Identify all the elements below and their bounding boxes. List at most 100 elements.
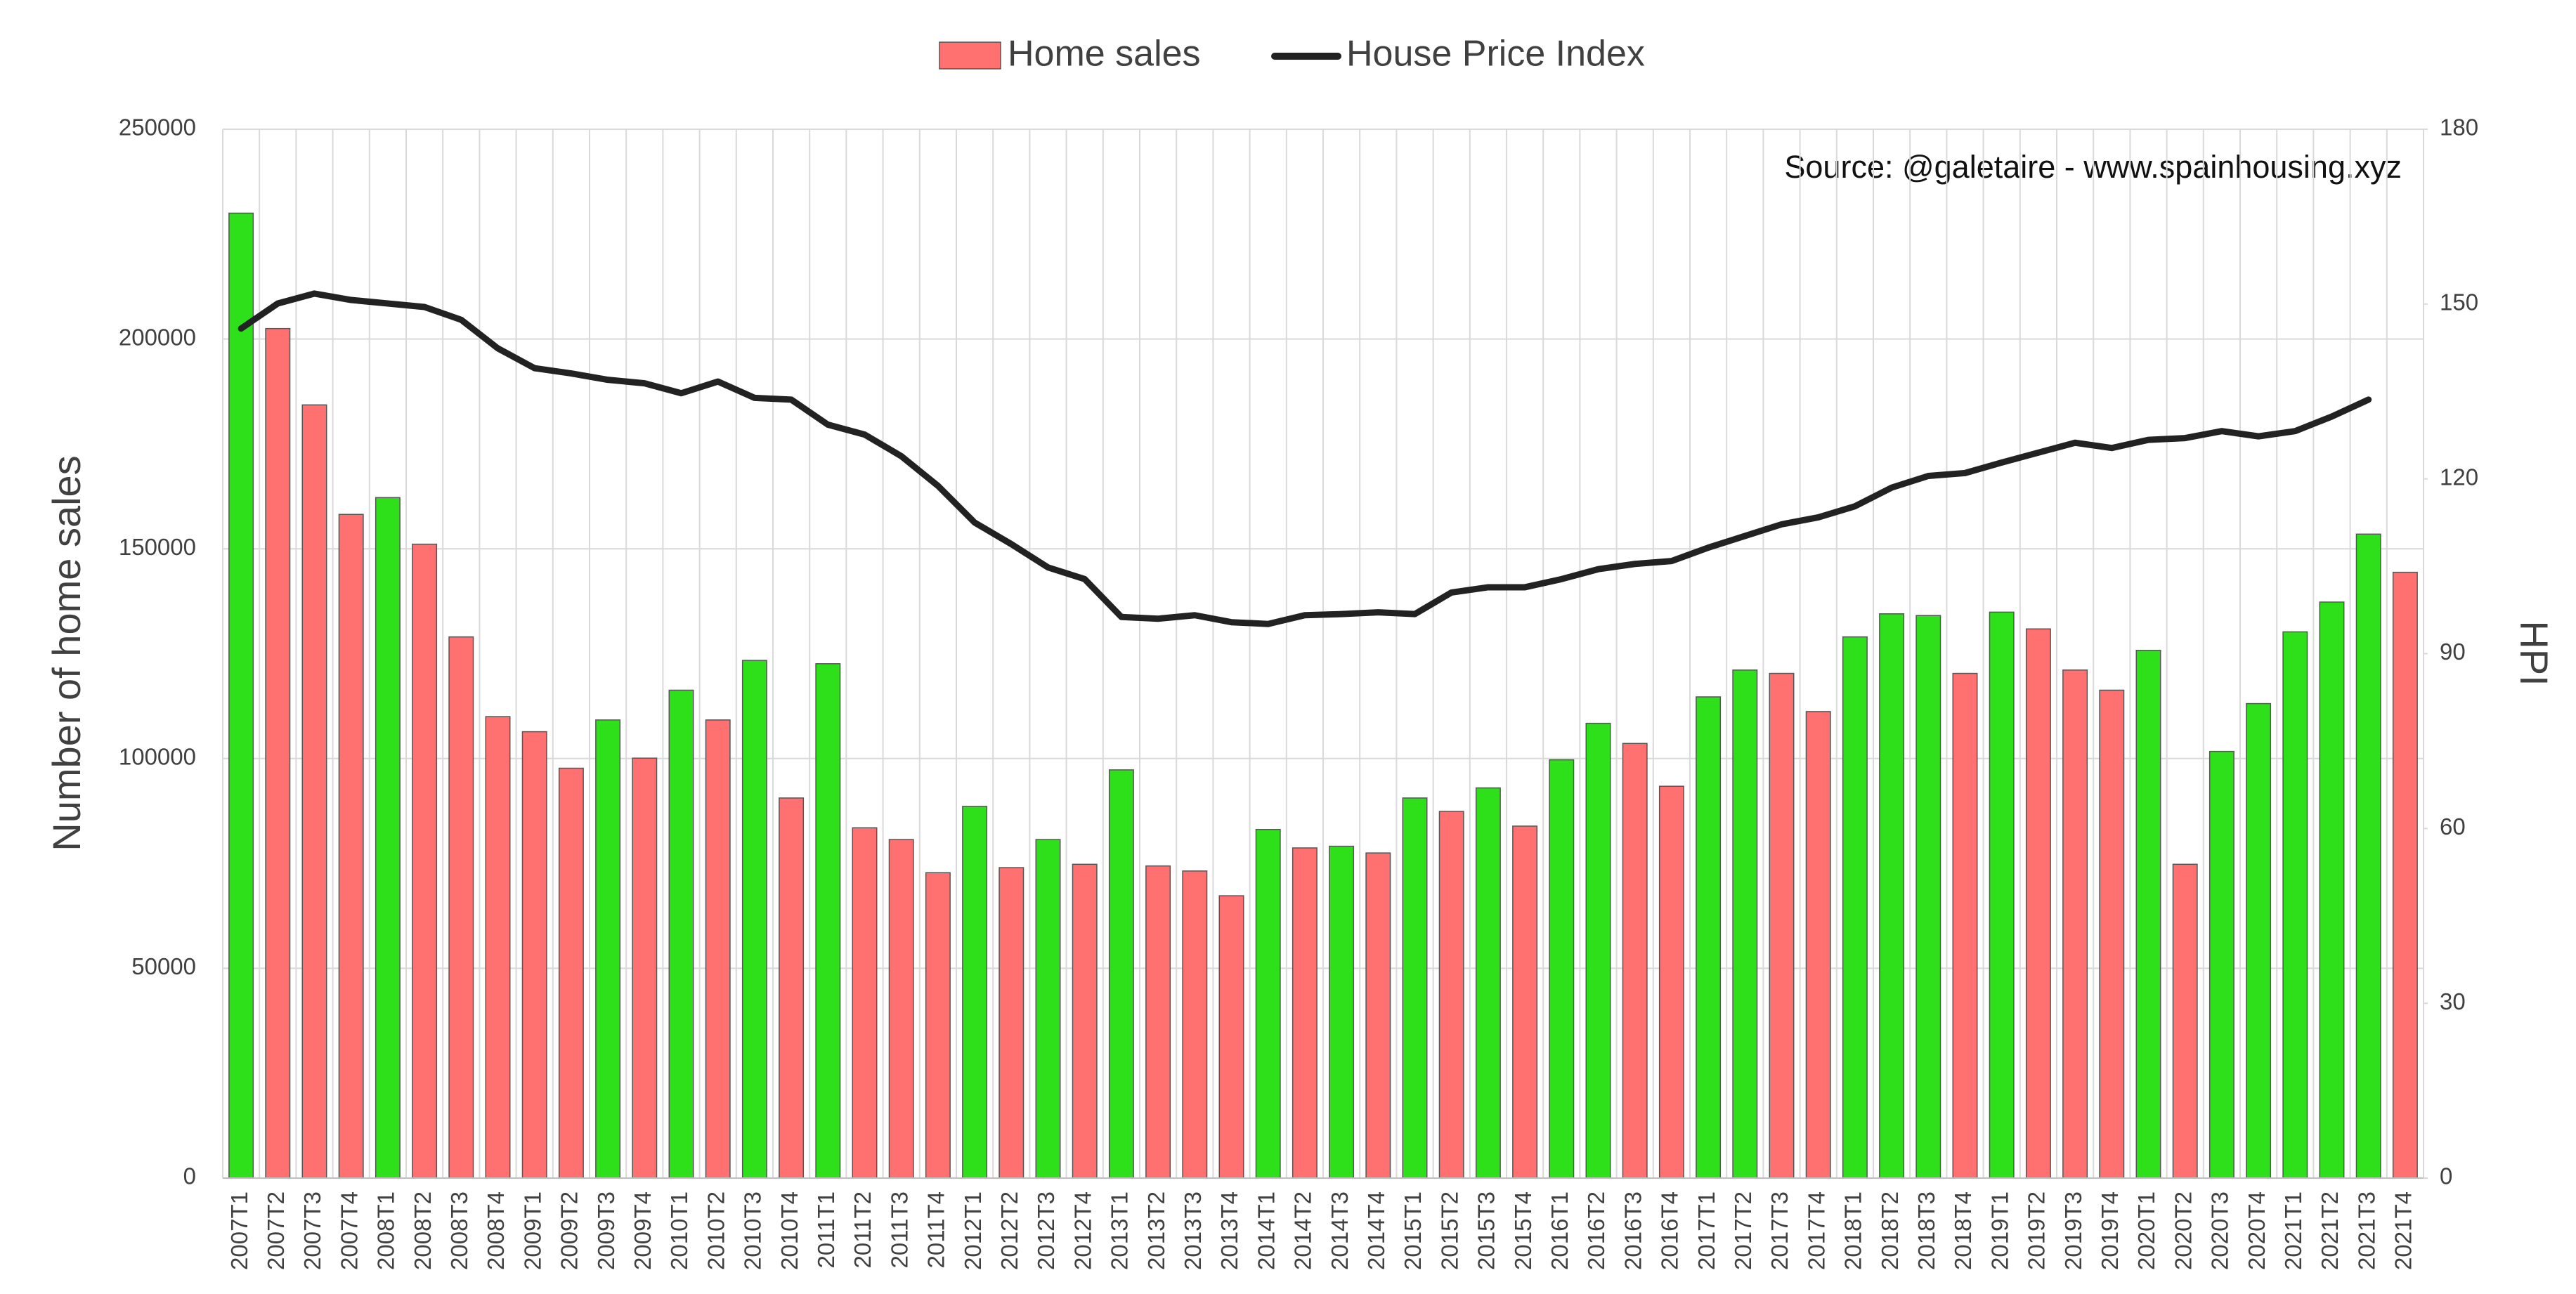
x-tick-label: 2011T1 — [813, 1191, 839, 1268]
bar — [2246, 702, 2272, 1179]
x-tick-label: 2010T2 — [703, 1191, 729, 1270]
bar — [1365, 852, 1391, 1179]
y-tick-label: 0 — [183, 1163, 196, 1189]
x-tick-label: 2012T1 — [960, 1191, 986, 1270]
bar — [925, 872, 951, 1179]
x-tick-label: 2019T2 — [2024, 1191, 2050, 1270]
bar — [888, 839, 914, 1179]
hpi-line — [238, 290, 2372, 627]
bar — [228, 212, 254, 1179]
bar — [1879, 613, 1905, 1179]
bar — [741, 660, 767, 1179]
y2-tick-label: 90 — [2440, 639, 2466, 665]
bar — [998, 867, 1024, 1179]
bar — [2209, 750, 2235, 1179]
y2-tick-label: 150 — [2440, 289, 2478, 315]
legend-swatch — [939, 41, 1001, 70]
bar — [1622, 743, 1648, 1179]
bar — [1438, 811, 1464, 1179]
x-tick-label: 2021T3 — [2353, 1191, 2379, 1270]
x-tick-label: 2017T1 — [1693, 1191, 1719, 1270]
x-tick-label: 2013T4 — [1216, 1191, 1242, 1270]
x-tick-label: 2020T2 — [2170, 1191, 2196, 1270]
bar — [2135, 649, 2161, 1179]
bar — [265, 327, 291, 1179]
x-tick-label: 2016T3 — [1620, 1191, 1646, 1270]
x-tick-label: 2018T3 — [1913, 1191, 1939, 1270]
bar — [1072, 863, 1098, 1179]
x-tick-label: 2020T3 — [2207, 1191, 2233, 1270]
x-tick-label: 2008T2 — [410, 1191, 436, 1270]
x-tick-label: 2015T1 — [1400, 1191, 1426, 1270]
x-tick-label: 2015T2 — [1436, 1191, 1462, 1270]
y2-tick-label: 60 — [2440, 813, 2466, 839]
bar — [705, 719, 731, 1179]
x-tick-label: 2014T1 — [1253, 1191, 1279, 1270]
x-tick-label: 2015T4 — [1510, 1191, 1536, 1270]
bar — [2282, 631, 2308, 1179]
bar — [2099, 689, 2125, 1179]
bar — [1585, 722, 1611, 1179]
x-tick-label: 2021T1 — [2280, 1191, 2306, 1270]
y2-tick-label: 120 — [2440, 464, 2478, 490]
x-tick-label: 2016T1 — [1547, 1191, 1573, 1270]
x-tick-label: 2010T1 — [666, 1191, 692, 1270]
x-tick-label: 2008T4 — [483, 1191, 509, 1270]
bar — [1475, 787, 1501, 1179]
x-tick-label: 2020T1 — [2133, 1191, 2159, 1270]
x-tick-label: 2009T4 — [630, 1191, 656, 1270]
y2-tick-label: 30 — [2440, 988, 2466, 1014]
x-tick-label: 2018T2 — [1877, 1191, 1903, 1270]
bar — [632, 757, 658, 1179]
bar — [301, 404, 327, 1179]
x-tick-label: 2012T4 — [1069, 1191, 1095, 1270]
bar — [1658, 785, 1684, 1179]
bar — [2319, 601, 2345, 1179]
bar — [1292, 847, 1318, 1179]
bar — [1035, 839, 1061, 1179]
y-tick-label: 50000 — [131, 953, 196, 979]
bar — [779, 797, 805, 1179]
bar — [1108, 769, 1134, 1179]
y-tick-label: 250000 — [119, 115, 196, 140]
x-tick-label: 2012T2 — [996, 1191, 1022, 1270]
x-tick-label: 2007T2 — [263, 1191, 289, 1270]
bar — [1512, 825, 1538, 1179]
bar — [852, 827, 878, 1179]
bar — [558, 767, 584, 1179]
bar — [2062, 669, 2088, 1179]
bar — [1255, 828, 1281, 1179]
x-tick-label: 2021T4 — [2390, 1191, 2416, 1270]
legend-label: House Price Index — [1346, 34, 1645, 74]
bar — [2172, 863, 2198, 1179]
legend-label: Home sales — [1008, 34, 1201, 74]
x-tick-label: 2009T3 — [593, 1191, 619, 1270]
x-tick-label: 2009T2 — [557, 1191, 583, 1270]
bar — [2392, 571, 2418, 1179]
bar — [1549, 759, 1575, 1179]
y-tick-label: 200000 — [119, 324, 196, 350]
x-tick-label: 2008T1 — [373, 1191, 399, 1270]
x-tick-label: 2014T2 — [1290, 1191, 1316, 1270]
bar — [1182, 870, 1208, 1179]
bar — [1329, 845, 1355, 1179]
y-tick-label: 150000 — [119, 534, 196, 560]
x-tick-label: 2016T2 — [1583, 1191, 1609, 1270]
x-tick-label: 2012T3 — [1033, 1191, 1059, 1270]
bar — [1218, 895, 1244, 1179]
bar — [521, 731, 547, 1179]
bar — [1805, 711, 1831, 1179]
x-tick-label: 2013T2 — [1143, 1191, 1169, 1270]
bar — [1915, 615, 1941, 1179]
y-tick-label: 100000 — [119, 744, 196, 770]
x-tick-label: 2021T2 — [2317, 1191, 2343, 1270]
x-tick-label: 2011T2 — [850, 1191, 876, 1268]
bar — [338, 514, 364, 1179]
bar — [962, 806, 988, 1179]
x-tick-label: 2007T4 — [336, 1191, 362, 1270]
y2-tick-label: 180 — [2440, 115, 2478, 140]
x-tick-label: 2018T1 — [1840, 1191, 1866, 1270]
bar — [668, 689, 694, 1179]
x-tick-label: 2009T1 — [519, 1191, 545, 1270]
